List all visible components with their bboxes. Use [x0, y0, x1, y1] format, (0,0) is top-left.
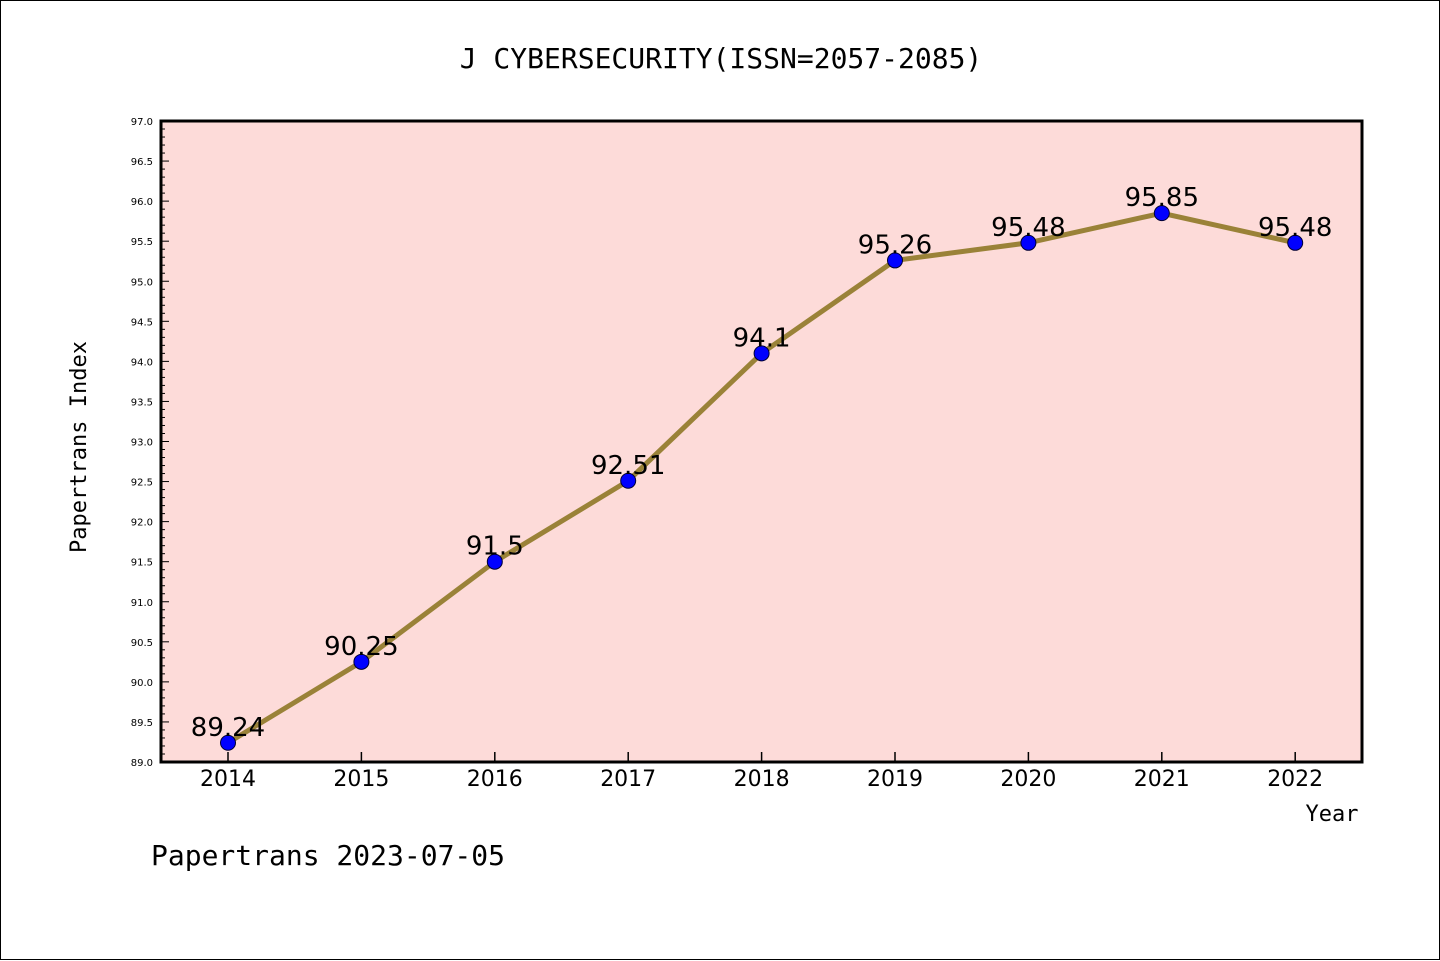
x-axis: 2014 2015 2016 2017 2018 2019 2020 2021 2022: [200, 752, 1323, 792]
y-tick-label: 97.0: [131, 117, 153, 128]
x-tick-label: 2015: [333, 767, 389, 792]
y-tick-label: 90.5: [131, 638, 153, 649]
y-tick-label: 91.5: [131, 558, 153, 569]
x-tick-label: 2020: [1000, 767, 1056, 792]
x-tick-label: 2014: [200, 767, 256, 792]
x-tick-label: 2018: [734, 767, 790, 792]
data-point: [1153, 205, 1170, 222]
data-point: [486, 553, 503, 570]
data-label: 95.48: [991, 213, 1065, 243]
y-tick-label: 92.0: [131, 518, 153, 529]
data-labels: 89.24 90.25 91.5 92.51 94.1 95.26 95.48 95.85 95…: [191, 183, 1333, 743]
y-tick-label: 89.5: [131, 718, 153, 729]
data-label: 89.24: [191, 713, 265, 743]
y-tick-label: 89.0: [131, 758, 153, 769]
data-label: 95.26: [858, 230, 932, 260]
x-tick-label: 2017: [600, 767, 656, 792]
data-point: [353, 653, 370, 670]
chart-title: J CYBERSECURITY(ISSN=2057-2085): [460, 42, 983, 75]
data-point: [753, 345, 770, 362]
x-tick-label: 2019: [867, 767, 923, 792]
y-tick-label: 91.0: [131, 598, 153, 609]
plot-border: [159, 119, 1364, 764]
y-tick-label: 90.0: [131, 678, 153, 689]
y-tick-label: 94.0: [131, 357, 153, 368]
data-point: [620, 472, 637, 489]
y-tick-label: 92.5: [131, 478, 153, 489]
x-axis-label: Year: [1306, 802, 1359, 827]
data-label: 94.1: [733, 323, 791, 353]
data-point: [887, 252, 903, 269]
x-tick-label: 2016: [467, 767, 523, 792]
y-tick-label: 95.5: [131, 237, 153, 248]
data-point: [1287, 234, 1304, 251]
data-label: 91.5: [466, 532, 524, 562]
y-tick-label: 94.5: [131, 317, 153, 328]
data-label: 90.25: [324, 632, 398, 662]
x-tick-label: 2022: [1267, 767, 1323, 792]
y-tick-label: 96.5: [131, 157, 153, 168]
data-point: [220, 734, 236, 751]
y-tick-label: 96.0: [131, 197, 153, 208]
y-tick-label: 93.5: [131, 397, 153, 408]
y-tick-label: 95.0: [131, 277, 153, 288]
data-label: 92.51: [591, 451, 665, 481]
data-label: 95.85: [1125, 183, 1199, 213]
series-markers: [220, 205, 1304, 751]
y-axis-label: Papertrans Index: [67, 341, 92, 553]
y-tick-label: 93.0: [131, 438, 153, 449]
x-tick-label: 2021: [1134, 767, 1190, 792]
footer-text: Papertrans 2023-07-05: [151, 839, 505, 872]
y-axis: 89.0 89.5 90.0 90.5 91.0 91.5 92.0 92.5 93.0 93.5…: [131, 117, 169, 769]
data-point: [1020, 234, 1037, 251]
data-label: 95.48: [1258, 213, 1332, 243]
